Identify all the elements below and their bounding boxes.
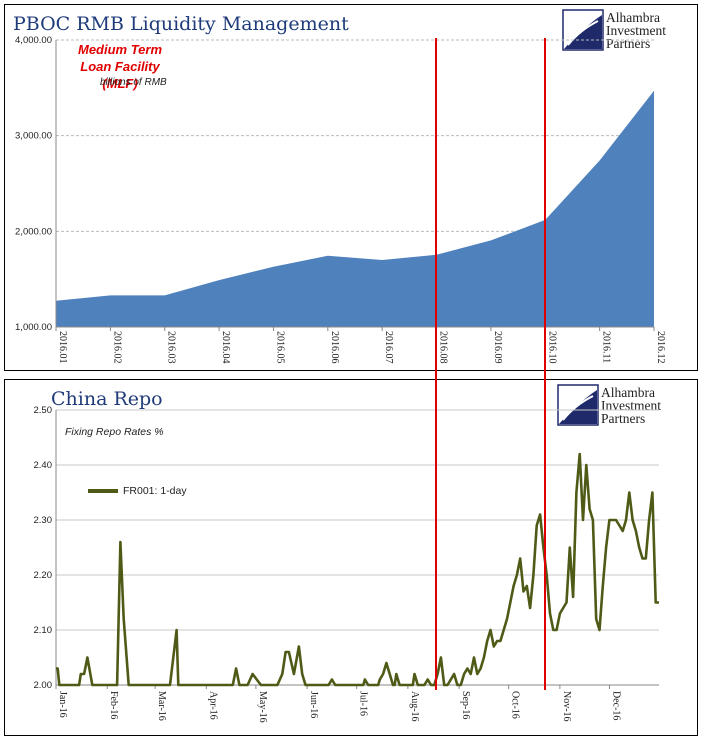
mlf-x-tick-label: 2016.08	[438, 331, 449, 364]
mlf-units-label: billions of RMB	[100, 77, 167, 88]
mlf-x-tick-label: 2016.02	[111, 331, 122, 364]
mlf-y-tick-label: 3,000.00	[15, 131, 52, 142]
mlf-area	[56, 90, 654, 327]
repo-line-chart: 2.00 2.10 2.20 2.30 2.40 2.50 Jan-16 Feb-16 Mar-…	[34, 405, 659, 723]
alhambra-logo-icon-bottom	[557, 384, 599, 426]
repo-chart-title: China Repo	[51, 388, 163, 410]
repo-y-tick-label: 2.10	[34, 625, 53, 636]
mlf-x-tick-label: 2016.12	[655, 331, 666, 364]
repo-legend: FR001: 1-day	[88, 485, 187, 497]
legend-swatch	[88, 489, 118, 493]
repo-x-tick-label: Sep-16	[460, 691, 471, 719]
legend-label: FR001: 1-day	[123, 485, 187, 497]
repo-x-tick-label: Oct-16	[510, 691, 521, 719]
repo-x-tick-label: Aug-16	[409, 691, 420, 722]
mlf-series-label: Medium Term Loan Facility (MLF)	[77, 42, 163, 91]
mlf-x-tick-label: 2016.09	[492, 331, 503, 364]
mlf-y-tick-label: 1,000.00	[15, 322, 52, 333]
mlf-x-tick-label: 2016.01	[57, 331, 68, 364]
repo-x-tick-label: Feb-16	[108, 691, 119, 719]
mlf-x-tick-label: 2016.10	[546, 331, 557, 364]
alhambra-logo-icon	[562, 9, 604, 51]
repo-fr001-line	[56, 452, 659, 687]
repo-x-tick-label: Apr-16	[207, 691, 218, 720]
mlf-area-chart: 1,000.00 2,000.00 3,000.00 4,000.00 2016.01 2…	[15, 35, 666, 364]
repo-y-tick-label: 2.20	[34, 570, 53, 581]
repo-subtitle: Fixing Repo Rates %	[65, 426, 164, 438]
repo-x-tick-label: Jul-16	[358, 691, 369, 716]
mlf-x-tick-label: 2016.06	[329, 331, 340, 364]
mlf-x-tick-label: 2016.03	[166, 331, 177, 364]
alhambra-logo-bottom: Alhambra Investment Partners	[557, 384, 687, 430]
mlf-x-tick-label: 2016.11	[601, 331, 612, 363]
repo-x-tick-label: May-16	[257, 691, 268, 723]
mlf-x-tick-label: 2016.04	[220, 331, 231, 364]
alhambra-logo: Alhambra Investment Partners	[562, 9, 692, 55]
repo-x-tick-label: Jun-16	[308, 691, 319, 718]
mlf-y-tick-label: 4,000.00	[15, 35, 52, 46]
repo-x-tick-label: Dec-16	[610, 691, 621, 720]
mlf-chart-title: PBOC RMB Liquidity Management	[13, 13, 349, 35]
repo-x-tick-label: Mar-16	[156, 691, 167, 721]
mlf-x-tick-label: 2016.07	[383, 331, 394, 364]
repo-y-tick-label: 2.40	[34, 460, 53, 471]
repo-x-tick-label: Nov-16	[561, 691, 572, 722]
mlf-chart-panel: PBOC RMB Liquidity Management Alhambra I…	[4, 4, 698, 371]
repo-y-tick-label: 2.30	[34, 515, 53, 526]
alhambra-logo-text: Alhambra Investment Partners	[606, 10, 666, 51]
alhambra-logo-text-bottom: Alhambra Investment Partners	[601, 385, 661, 426]
repo-y-tick-label: 2.00	[34, 680, 53, 691]
mlf-x-tick-label: 2016.05	[274, 331, 285, 364]
repo-chart-panel: China Repo Alhambra Investment Partners …	[4, 379, 698, 736]
repo-x-tick-label: Jan-16	[57, 691, 68, 718]
mlf-y-tick-label: 2,000.00	[15, 226, 52, 237]
repo-y-tick-label: 2.50	[34, 405, 53, 416]
